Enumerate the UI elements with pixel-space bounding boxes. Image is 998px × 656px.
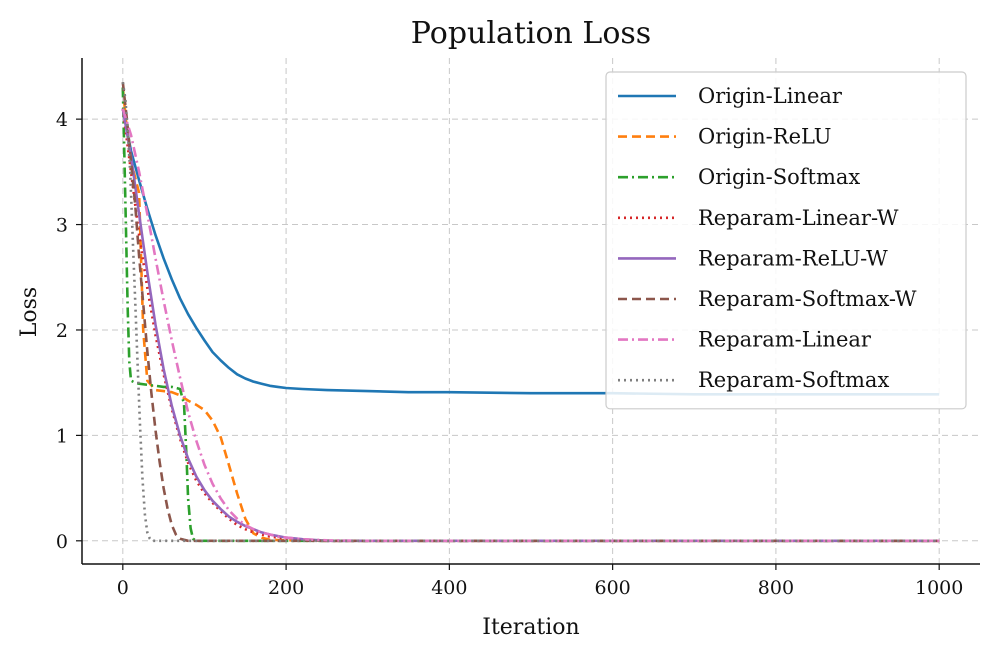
legend-label-reparam-linear-w: Reparam-Linear-W: [698, 206, 899, 230]
x-tick-label: 800: [758, 577, 794, 599]
x-axis-label: Iteration: [482, 615, 579, 640]
y-tick-label: 4: [56, 109, 68, 131]
y-axis-label: Loss: [17, 287, 42, 337]
legend-label-origin-linear: Origin-Linear: [698, 84, 843, 108]
tick-labels: 0 200 400 600 800 1000 0 1 2 3 4: [56, 109, 963, 599]
x-tick-label: 1000: [915, 577, 963, 599]
legend: Origin-Linear Origin-ReLU Origin-Softmax Re…: [605, 71, 967, 410]
y-tick-label: 1: [56, 425, 68, 447]
series-line-reparam-linear-w: [121, 108, 940, 543]
legend-label-reparam-linear: Reparam-Linear: [698, 328, 872, 352]
x-tick-label: 400: [431, 577, 467, 599]
series-group: [121, 81, 940, 543]
legend-label-reparam-softmax-w: Reparam-Softmax-W: [698, 287, 917, 311]
x-tick-label: 0: [117, 577, 129, 599]
legend-label-reparam-relu-w: Reparam-ReLU-W: [698, 246, 888, 270]
y-tick-label: 3: [56, 215, 68, 237]
legend-label-reparam-softmax: Reparam-Softmax: [698, 368, 889, 392]
legend-label-origin-softmax: Origin-Softmax: [698, 165, 860, 189]
x-tick-label: 200: [268, 577, 304, 599]
chart-title: Population Loss: [411, 16, 651, 51]
axes: [76, 58, 980, 570]
series-line-reparam-linear: [121, 108, 940, 543]
x-tick-label: 600: [595, 577, 631, 599]
series-line-origin-linear: [121, 108, 940, 396]
y-tick-label: 2: [56, 320, 68, 342]
series-line-reparam-softmax: [121, 81, 940, 543]
legend-label-origin-relu: Origin-ReLU: [698, 125, 832, 149]
y-tick-label: 0: [56, 531, 68, 553]
legend-box: [605, 71, 967, 410]
